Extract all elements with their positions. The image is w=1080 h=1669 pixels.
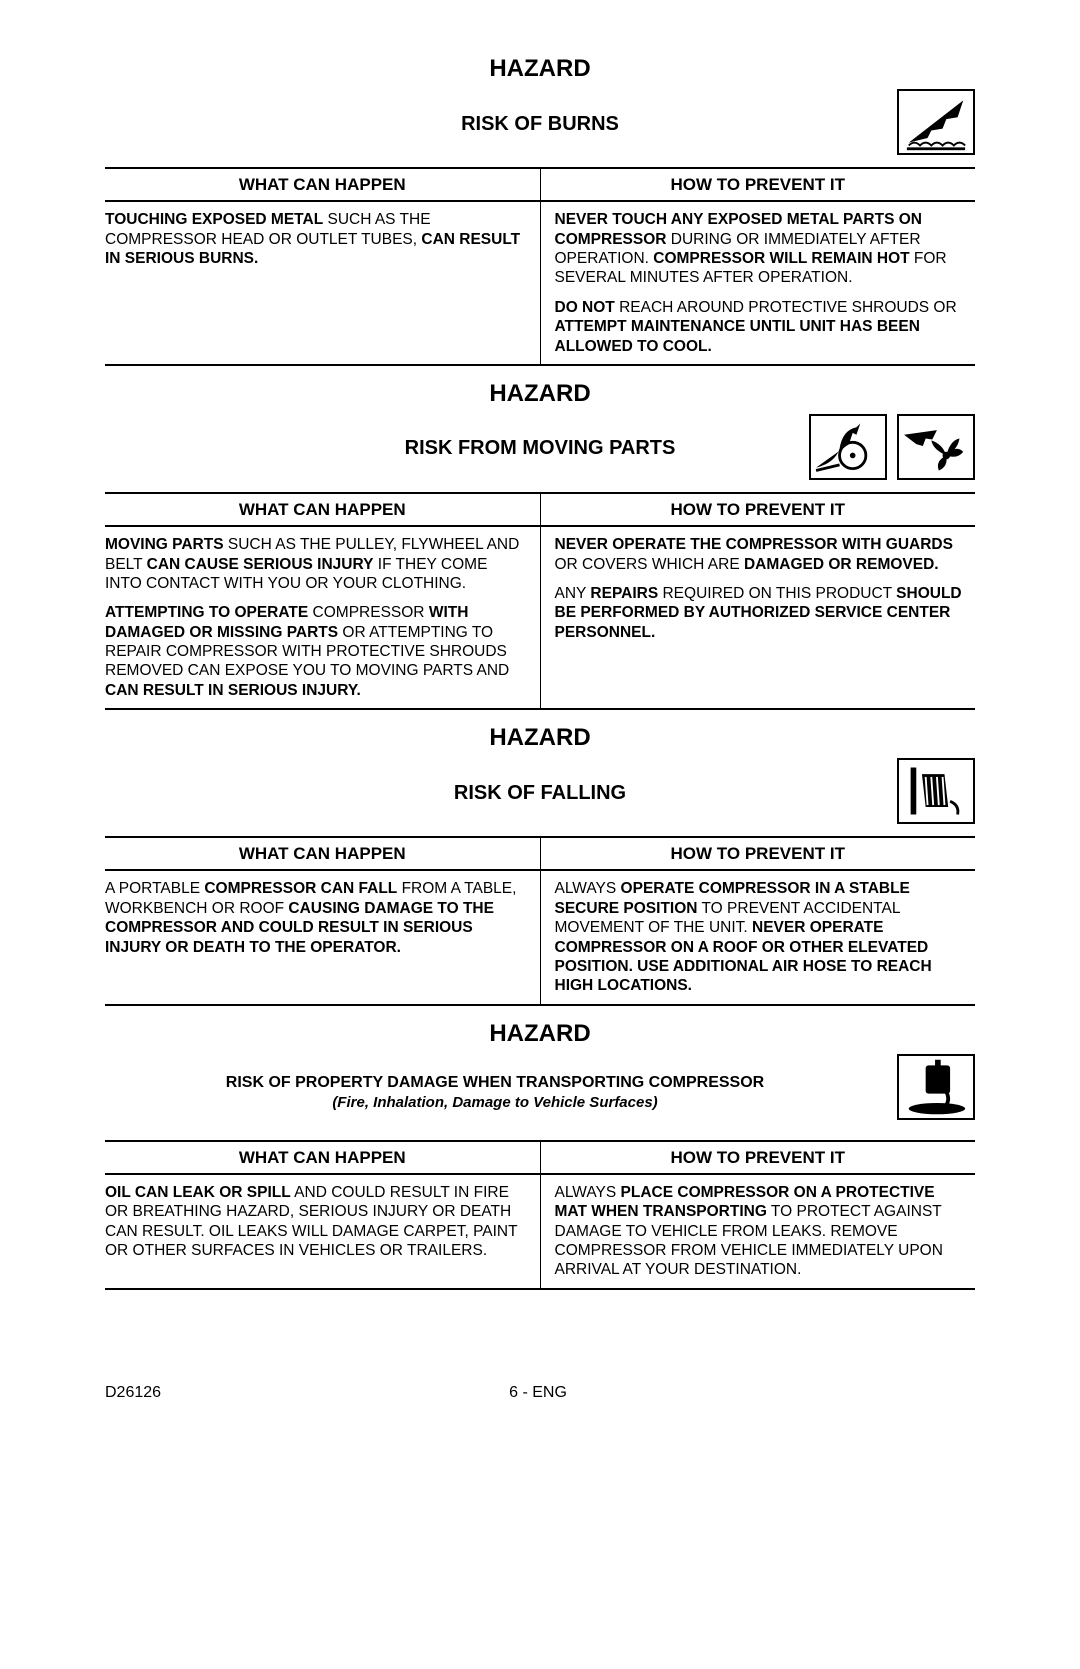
table-cell: ALWAYS OPERATE COMPRESSOR IN A STABLE SE… xyxy=(540,870,975,1003)
hazard-heading: HAZARD xyxy=(105,1020,975,1048)
burn-hand-icon xyxy=(897,89,975,155)
col-header-left: WHAT CAN HAPPEN xyxy=(105,493,540,526)
risk-title: RISK FROM MOVING PARTS xyxy=(405,437,676,460)
table-cell: A PORTABLE COMPRESSOR CAN FALL FROM A TA… xyxy=(105,870,540,1003)
table-cell: NEVER OPERATE THE COMPRESSOR WITH GUARDS… xyxy=(540,526,975,708)
risk-title: RISK OF BURNS xyxy=(461,113,619,136)
oil-spill-icon xyxy=(897,1054,975,1120)
page-number: 6 - ENG xyxy=(161,1384,915,1402)
col-header-right: HOW TO PREVENT IT xyxy=(540,493,975,526)
page-footer: D26126 6 - ENG xyxy=(105,1304,975,1402)
hazard-heading: HAZARD xyxy=(105,724,975,752)
col-header-right: HOW TO PREVENT IT xyxy=(540,837,975,870)
doc-number: D26126 xyxy=(105,1384,161,1402)
col-header-right: HOW TO PREVENT IT xyxy=(540,168,975,201)
risk-title: RISK OF FALLING xyxy=(454,782,626,805)
hazard-heading: HAZARD xyxy=(105,55,975,83)
table-cell: MOVING PARTS SUCH AS THE PULLEY, FLYWHEE… xyxy=(105,526,540,708)
hazard-table: WHAT CAN HAPPEN HOW TO PREVENT IT OIL CA… xyxy=(105,1140,975,1290)
risk-subtitle: (Fire, Inhalation, Damage to Vehicle Sur… xyxy=(105,1094,885,1111)
hazard-table: WHAT CAN HAPPEN HOW TO PREVENT IT MOVING… xyxy=(105,492,975,710)
hazard-table: WHAT CAN HAPPEN HOW TO PREVENT IT TOUCHI… xyxy=(105,167,975,366)
col-header-right: HOW TO PREVENT IT xyxy=(540,1141,975,1174)
table-cell: TOUCHING EXPOSED METAL SUCH AS THE COMPR… xyxy=(105,201,540,364)
hazard-table: WHAT CAN HAPPEN HOW TO PREVENT IT A PORT… xyxy=(105,836,975,1006)
hazard-heading: HAZARD xyxy=(105,380,975,408)
table-cell: NEVER TOUCH ANY EXPOSED METAL PARTS ON C… xyxy=(540,201,975,364)
risk-title: RISK OF PROPERTY DAMAGE WHEN TRANSPORTIN… xyxy=(105,1074,885,1092)
pulley-hand-icon xyxy=(809,414,887,480)
col-header-left: WHAT CAN HAPPEN xyxy=(105,1141,540,1174)
table-cell: OIL CAN LEAK OR SPILL AND COULD RESULT I… xyxy=(105,1174,540,1288)
falling-compressor-icon xyxy=(897,758,975,824)
col-header-left: WHAT CAN HAPPEN xyxy=(105,837,540,870)
fan-hand-icon xyxy=(897,414,975,480)
table-cell: ALWAYS PLACE COMPRESSOR ON A PROTECTIVE … xyxy=(540,1174,975,1288)
col-header-left: WHAT CAN HAPPEN xyxy=(105,168,540,201)
